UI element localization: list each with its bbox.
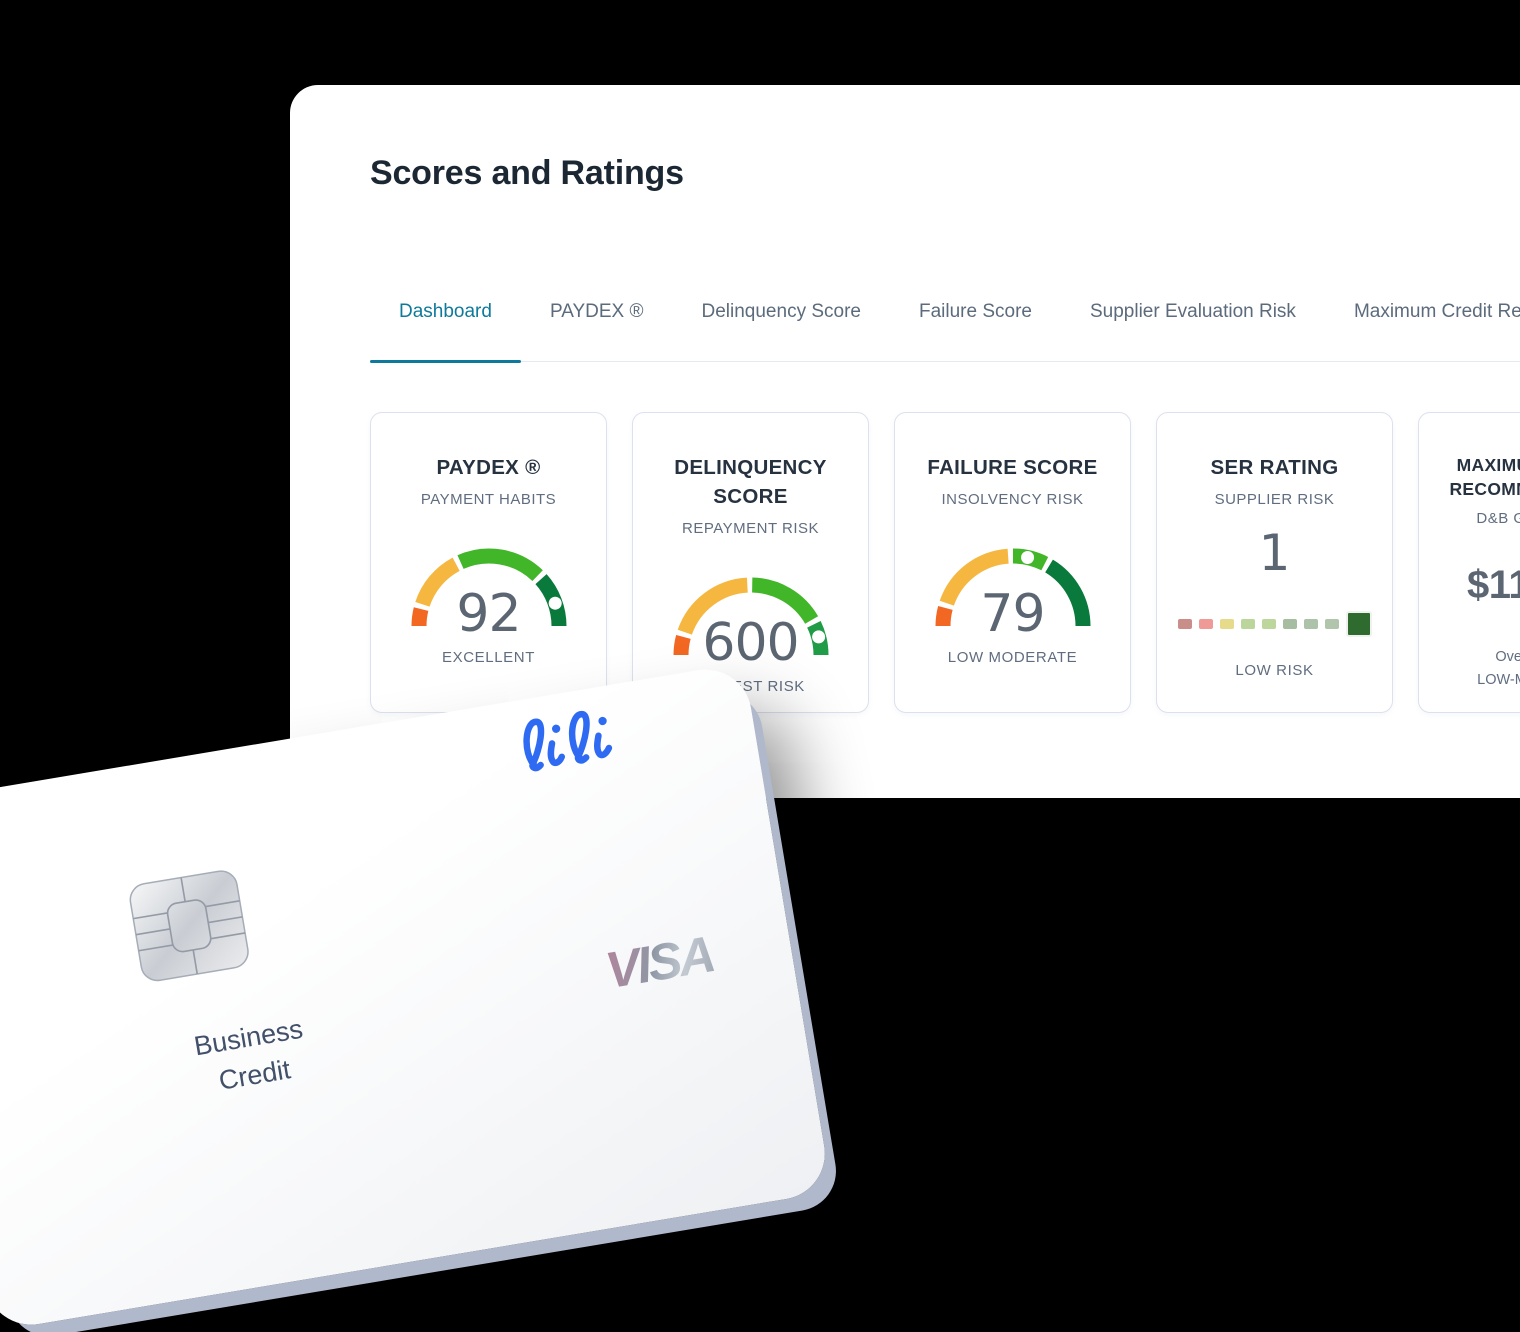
tab-supplier-evaluation-risk[interactable]: Supplier Evaluation Risk bbox=[1061, 298, 1325, 361]
paydex-rating-label: EXCELLENT bbox=[442, 649, 535, 666]
failure-card-subtitle: INSOLVENCY RISK bbox=[941, 491, 1084, 508]
maximum-credit-card: MAXIMUM CREDIT RECOMMENDATION D&B GUIDAN… bbox=[1418, 412, 1520, 713]
ser-scale-selected-step bbox=[1345, 611, 1372, 637]
ser-scale-step bbox=[1303, 619, 1318, 629]
page: { "page": {"background": "#000000"}, "pa… bbox=[0, 85, 1520, 1332]
page-title: Scores and Ratings bbox=[370, 154, 684, 192]
maximum-credit-subtitle: D&B GUIDANCE bbox=[1476, 510, 1520, 527]
overall-risk-line2: LOW-MODERATE bbox=[1477, 672, 1520, 688]
overall-risk-label: Overall Risk: LOW-MODERATE bbox=[1419, 646, 1520, 692]
card-product-label: Business Credit bbox=[152, 1003, 352, 1109]
tab-dashboard[interactable]: Dashboard bbox=[370, 298, 521, 363]
scores-panel: Scores and Ratings Dashboard PAYDEX ® De… bbox=[290, 85, 1520, 798]
ser-rating-label: LOW RISK bbox=[1235, 662, 1314, 679]
ser-scale-step bbox=[1177, 619, 1192, 629]
score-cards-row: PAYDEX ® PAYMENT HABITS 92 EXCELLENT DEL… bbox=[370, 412, 1520, 713]
tab-delinquency-score[interactable]: Delinquency Score bbox=[673, 298, 890, 361]
delinquency-card-subtitle: REPAYMENT RISK bbox=[681, 520, 820, 537]
paydex-score-value: 92 bbox=[456, 584, 521, 644]
maximum-credit-title: MAXIMUM CREDIT RECOMMENDATION bbox=[1449, 455, 1520, 499]
tab-paydex[interactable]: PAYDEX ® bbox=[521, 298, 673, 361]
failure-score-value: 79 bbox=[980, 584, 1045, 644]
card-chip-icon bbox=[129, 870, 249, 982]
ser-scale-step bbox=[1261, 619, 1276, 629]
ser-scale-step bbox=[1282, 619, 1297, 629]
delinquency-gauge-arc bbox=[666, 567, 836, 669]
lili-credit-card: VISA Business Credit bbox=[0, 662, 832, 1332]
paydex-card-title: PAYDEX ® bbox=[436, 456, 541, 479]
ser-card-subtitle: SUPPLIER RISK bbox=[1214, 491, 1335, 508]
visa-logo: VISA bbox=[601, 925, 717, 1000]
ser-rating-card: SER RATING SUPPLIER RISK 1 LOW RISK bbox=[1156, 412, 1393, 713]
failure-card-title: FAILURE SCORE bbox=[927, 456, 1098, 479]
maximum-credit-value: $11,000 bbox=[1467, 563, 1520, 607]
paydex-card-subtitle: PAYMENT HABITS bbox=[420, 491, 557, 508]
overall-risk-line1: Overall Risk: bbox=[1495, 649, 1520, 665]
ser-risk-scale bbox=[1157, 610, 1392, 638]
ser-scale-step bbox=[1324, 619, 1339, 629]
lili-logo-icon bbox=[523, 710, 613, 772]
ser-scale-step bbox=[1198, 619, 1213, 629]
ser-card-title: SER RATING bbox=[1210, 456, 1339, 479]
ser-scale-step bbox=[1240, 619, 1255, 629]
tab-bar: Dashboard PAYDEX ® Delinquency Score Fai… bbox=[370, 298, 1520, 363]
ser-scale-step bbox=[1219, 619, 1234, 629]
failure-rating-label: LOW MODERATE bbox=[947, 649, 1078, 666]
failure-card: FAILURE SCORE INSOLVENCY RISK 79 LOW MOD… bbox=[894, 412, 1131, 713]
tab-maximum-credit-recommendation[interactable]: Maximum Credit Recommendation bbox=[1325, 298, 1520, 361]
delinquency-gauge: 600 bbox=[666, 567, 836, 673]
paydex-card: PAYDEX ® PAYMENT HABITS 92 EXCELLENT bbox=[370, 412, 607, 713]
paydex-gauge-arc bbox=[404, 538, 574, 640]
delinquency-card: DELINQUENCY SCORE REPAYMENT RISK 600 LOW… bbox=[632, 412, 869, 713]
delinquency-card-title: DELINQUENCY SCORE bbox=[674, 456, 827, 508]
failure-gauge-arc bbox=[928, 538, 1098, 640]
tab-failure-score[interactable]: Failure Score bbox=[890, 298, 1061, 361]
failure-gauge: 79 bbox=[928, 538, 1098, 644]
delinquency-score-value: 600 bbox=[702, 613, 799, 673]
paydex-gauge: 92 bbox=[404, 538, 574, 644]
ser-rating-value: 1 bbox=[1258, 524, 1291, 582]
